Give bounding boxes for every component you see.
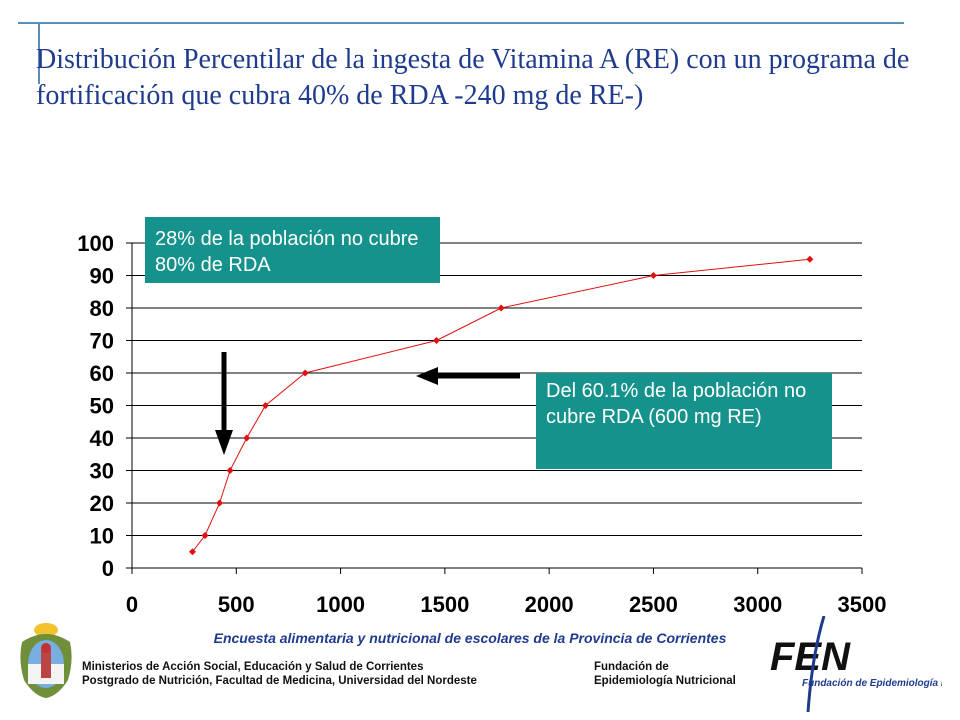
ministries-line-1: Ministerios de Acción Social, Educación … [82, 661, 424, 673]
y-tick-label: 10 [90, 524, 114, 549]
y-tick-label: 70 [90, 329, 114, 354]
y-tick-label: 40 [90, 426, 114, 451]
foundation-line-1: Fundación de [594, 661, 669, 673]
fen-logo-subtitle: Fundación de Epidemiología Nutricional [802, 678, 942, 689]
data-point [261, 402, 269, 409]
survey-caption: Encuesta alimentaria y nutricional de es… [213, 630, 727, 646]
chart-axes [126, 242, 863, 574]
chart-series [188, 255, 814, 556]
y-tick-label: 60 [90, 361, 114, 386]
data-point [433, 337, 441, 344]
frame-line-left [38, 22, 40, 84]
slide-title: Distribución Percentilar de la ingesta d… [36, 44, 910, 111]
data-point [188, 548, 196, 556]
x-tick-label: 2500 [629, 592, 678, 617]
argentina-coat-of-arms-icon [20, 623, 72, 698]
ministries-credit: Ministerios de Acción Social, Educación … [82, 660, 477, 688]
y-tick-label: 0 [102, 556, 114, 581]
x-tick-label: 3000 [733, 592, 782, 617]
data-point [243, 434, 251, 442]
callout-80-rda: 28% de la población no cubre 80% de RDA [145, 217, 440, 283]
fen-logo: FEN Fundación de Epidemiología Nutricion… [770, 616, 942, 712]
y-tick-label: 20 [90, 491, 114, 516]
x-tick-label: 500 [218, 592, 255, 617]
data-point [201, 532, 209, 539]
y-tick-label: 30 [90, 459, 114, 484]
x-tick-label: 2000 [525, 592, 574, 617]
foundation-line-2: Epidemiología Nutricional [594, 675, 736, 687]
foundation-credit: Fundación de Epidemiología Nutricional [594, 660, 736, 688]
fen-logo-swoosh-icon [806, 616, 826, 712]
y-tick-labels: 0 10 20 30 40 50 60 70 80 90 100 [77, 231, 114, 581]
data-point [806, 255, 814, 263]
data-point [649, 272, 657, 279]
y-tick-label: 90 [90, 264, 114, 289]
ministries-line-2: Postgrado de Nutrición, Facultad de Medi… [82, 675, 477, 687]
x-tick-label: 1000 [316, 592, 365, 617]
x-tick-labels: 0 500 1000 1500 2000 2500 3000 3500 [126, 592, 887, 617]
callout-60-rda: Del 60.1% de la población no cubre RDA (… [536, 373, 832, 469]
data-point [301, 369, 309, 377]
data-point [216, 499, 224, 507]
fen-logo-letters: FEN [770, 635, 851, 679]
y-tick-label: 100 [77, 231, 114, 256]
x-tick-label: 3500 [838, 592, 887, 617]
data-point [226, 467, 234, 474]
frame-line-top [18, 22, 904, 24]
data-point [497, 304, 505, 312]
arrow-down-head [215, 430, 233, 455]
x-tick-label: 1500 [420, 592, 469, 617]
arrow-left-head [416, 367, 438, 385]
annotation-arrows [215, 352, 520, 455]
x-tick-label: 0 [126, 592, 138, 617]
y-tick-label: 80 [90, 296, 114, 321]
y-tick-label: 50 [90, 394, 114, 419]
